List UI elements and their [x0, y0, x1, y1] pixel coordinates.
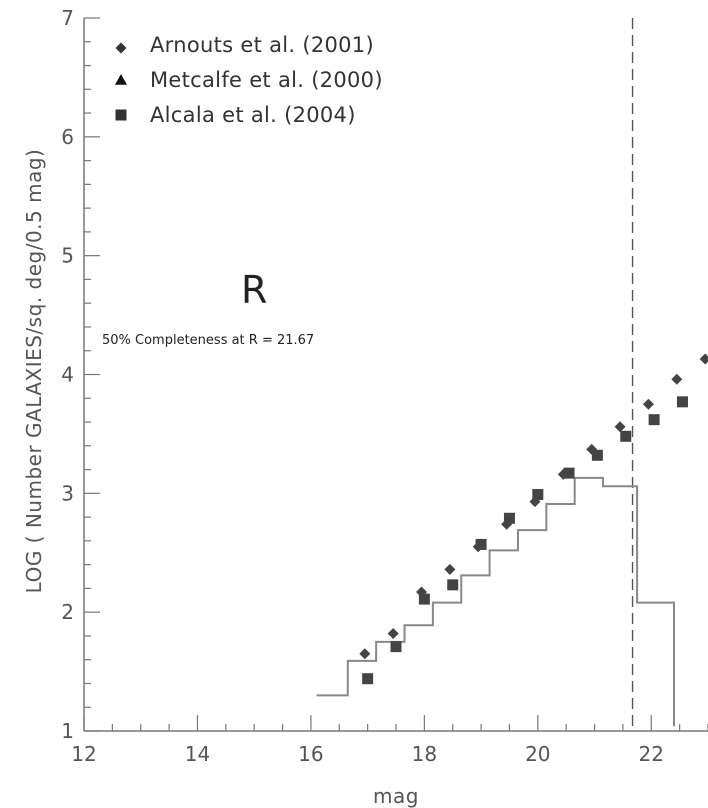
x-axis-title: mag: [373, 784, 419, 808]
series-2-point-2: [418, 593, 430, 605]
series-2-point-4: [475, 538, 487, 550]
series-0-point-10: [642, 398, 654, 410]
y-axis-title: LOG ( Number GALAXIES/sq. deg/0.5 mag): [22, 149, 46, 594]
x-tick-label-18: 18: [412, 742, 437, 766]
band-label: R: [241, 268, 267, 312]
y-tick-label-2: 2: [61, 600, 74, 624]
series-2-point-5: [503, 512, 515, 524]
series-2-point-8: [591, 449, 603, 461]
series-2-point-11: [676, 396, 688, 408]
histogram-step-line: [316, 476, 675, 727]
y-tick-label-5: 5: [61, 244, 74, 268]
series-0-point-11: [671, 373, 683, 385]
y-tick-label-6: 6: [61, 125, 74, 149]
legend-label-arnouts: Arnouts et al. (2001): [150, 33, 374, 57]
series-0-point-9: [614, 421, 626, 433]
series-0-point-12: [699, 353, 708, 365]
legend-label-metcalfe: Metcalfe et al. (2000): [150, 68, 383, 92]
x-tick-label-16: 16: [298, 742, 323, 766]
y-tick-label-7: 7: [61, 6, 74, 30]
x-tick-label-20: 20: [525, 742, 550, 766]
series-0-point-0: [359, 648, 371, 660]
series-0-point-3: [444, 563, 456, 575]
y-tick-label-1: 1: [61, 719, 74, 743]
legend-marker-0: [115, 42, 127, 54]
y-tick-label-3: 3: [61, 481, 74, 505]
x-tick-label-12: 12: [71, 742, 96, 766]
series-2-point-9: [620, 430, 632, 442]
series-2-point-0: [362, 673, 374, 685]
legend-label-alcala: Alcala et al. (2004): [150, 103, 356, 127]
series-2-point-6: [532, 489, 544, 501]
x-tick-label-22: 22: [639, 742, 664, 766]
series-0-point-1: [387, 628, 399, 640]
y-tick-label-4: 4: [61, 363, 74, 387]
completeness-annotation: 50% Completeness at R = 21.67: [102, 333, 314, 348]
series-2-point-10: [648, 414, 660, 426]
legend-marker-2: [115, 109, 127, 121]
legend-marker-1: [115, 74, 127, 85]
x-tick-label-14: 14: [185, 742, 210, 766]
legend: Arnouts et al. (2001) Metcalfe et al. (2…: [115, 33, 383, 127]
series-2-point-3: [447, 579, 459, 591]
series-2-point-7: [563, 467, 575, 479]
series-2-point-1: [390, 641, 402, 653]
